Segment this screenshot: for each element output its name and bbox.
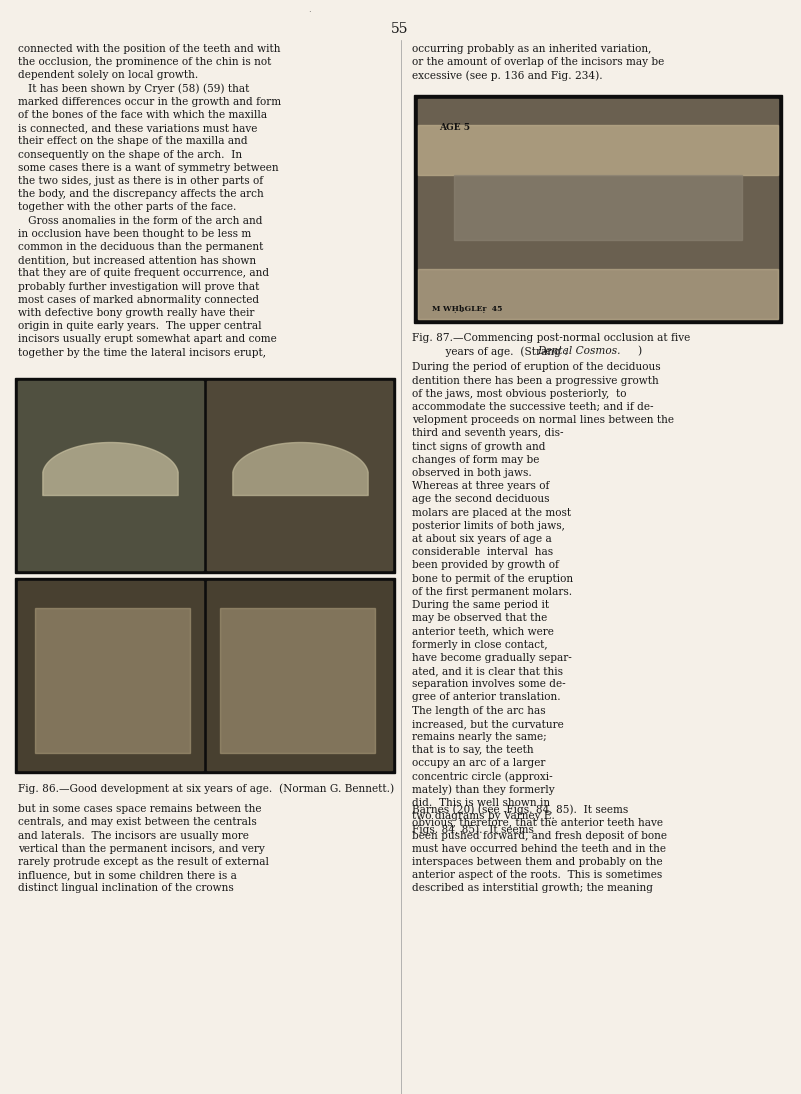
Bar [18, 581, 203, 770]
Text: the body, and the discrepancy affects the arch: the body, and the discrepancy affects th… [18, 189, 264, 199]
Text: Fig. 86.—Good development at six years of age.  (Norman G. Bennett.): Fig. 86.—Good development at six years o… [18, 783, 394, 793]
Text: tinct signs of growth and: tinct signs of growth and [412, 442, 545, 452]
Bar [414, 95, 782, 323]
Bar [418, 125, 778, 175]
Text: of the bones of the face with which the maxilla: of the bones of the face with which the … [18, 110, 267, 120]
Text: considerable  interval  has: considerable interval has [412, 547, 553, 557]
Text: ·: · [308, 8, 312, 16]
Text: mately) than they formerly: mately) than they formerly [412, 784, 554, 795]
Text: concentric circle (approxi-: concentric circle (approxi- [412, 771, 553, 782]
Text: influence, but in some children there is a: influence, but in some children there is… [18, 870, 237, 881]
Text: posterior limits of both jaws,: posterior limits of both jaws, [412, 521, 565, 531]
Text: the two sides, just as there is in other parts of: the two sides, just as there is in other… [18, 176, 263, 186]
Text: Barnes (20) (see  Figs. 84, 85).  It seems: Barnes (20) (see Figs. 84, 85). It seems [412, 804, 628, 815]
Text: probably further investigation will prove that: probably further investigation will prov… [18, 281, 260, 292]
Text: 55: 55 [391, 22, 409, 36]
Text: did.  This is well shown in: did. This is well shown in [412, 798, 550, 808]
Text: observed in both jaws.: observed in both jaws. [412, 468, 532, 478]
Text: of the jaws, most obvious posteriorly,  to: of the jaws, most obvious posteriorly, t… [412, 388, 626, 399]
Text: may be observed that the: may be observed that the [412, 614, 547, 624]
Text: separation involves some de-: separation involves some de- [412, 679, 566, 689]
Text: that they are of quite frequent occurrence, and: that they are of quite frequent occurren… [18, 268, 269, 278]
Text: have become gradually separ-: have become gradually separ- [412, 653, 572, 663]
Text: Fig. 87.—Commencing post-normal occlusion at five: Fig. 87.—Commencing post-normal occlusio… [412, 333, 690, 344]
Text: During the same period it: During the same period it [412, 600, 549, 610]
Text: marked differences occur in the growth and form: marked differences occur in the growth a… [18, 96, 281, 107]
Text: their effect on the shape of the maxilla and: their effect on the shape of the maxilla… [18, 137, 248, 147]
Text: excessive (see p. 136 and Fig. 234).: excessive (see p. 136 and Fig. 234). [412, 70, 602, 81]
Bar [207, 581, 392, 770]
Text: It has been shown by Cryer (58) (59) that: It has been shown by Cryer (58) (59) tha… [18, 83, 249, 94]
Bar [18, 381, 203, 570]
Text: together by the time the lateral incisors erupt,: together by the time the lateral incisor… [18, 348, 266, 358]
Text: obvious, therefore, that the anterior teeth have: obvious, therefore, that the anterior te… [412, 817, 663, 827]
Text: with defective bony growth really have their: with defective bony growth really have t… [18, 309, 255, 318]
Text: is connected, and these variations must have: is connected, and these variations must … [18, 124, 257, 133]
Text: occurring probably as an inherited variation,: occurring probably as an inherited varia… [412, 44, 651, 54]
Bar [35, 608, 190, 753]
Text: interspaces between them and probably on the: interspaces between them and probably on… [412, 857, 662, 868]
Text: of the first permanent molars.: of the first permanent molars. [412, 586, 572, 597]
Bar [418, 98, 778, 319]
Text: some cases there is a want of symmetry between: some cases there is a want of symmetry b… [18, 163, 279, 173]
Text: consequently on the shape of the arch.  In: consequently on the shape of the arch. I… [18, 150, 242, 160]
Text: described as interstitial growth; the meaning: described as interstitial growth; the me… [412, 883, 653, 894]
Text: The length of the arc has: The length of the arc has [412, 706, 545, 715]
Text: the occlusion, the prominence of the chin is not: the occlusion, the prominence of the chi… [18, 57, 272, 67]
Text: connected with the position of the teeth and with: connected with the position of the teeth… [18, 44, 280, 54]
Text: anterior teeth, which were: anterior teeth, which were [412, 627, 553, 637]
Text: vertical than the permanent incisors, and very: vertical than the permanent incisors, an… [18, 843, 265, 853]
Text: age the second deciduous: age the second deciduous [412, 494, 549, 504]
Text: most cases of marked abnormality connected: most cases of marked abnormality connect… [18, 294, 260, 305]
Text: been provided by growth of: been provided by growth of [412, 560, 559, 570]
Text: together with the other parts of the face.: together with the other parts of the fac… [18, 202, 236, 212]
Text: dentition, but increased attention has shown: dentition, but increased attention has s… [18, 255, 256, 265]
Text: dependent solely on local growth.: dependent solely on local growth. [18, 70, 199, 80]
Text: rarely protrude except as the result of external: rarely protrude except as the result of … [18, 857, 269, 868]
Text: Dental Cosmos.: Dental Cosmos. [537, 346, 621, 357]
Bar [15, 578, 395, 773]
Text: velopment proceeds on normal lines between the: velopment proceeds on normal lines betwe… [412, 416, 674, 426]
Text: increased, but the curvature: increased, but the curvature [412, 719, 564, 729]
Text: been pushed forward, and fresh deposit of bone: been pushed forward, and fresh deposit o… [412, 830, 667, 840]
Text: dentition there has been a progressive growth: dentition there has been a progressive g… [412, 375, 658, 385]
Text: AGE 5: AGE 5 [439, 123, 470, 132]
Text: two diagrams by Varney E.: two diagrams by Varney E. [412, 811, 555, 822]
Text: common in the deciduous than the permanent: common in the deciduous than the permane… [18, 242, 264, 252]
Text: bone to permit of the eruption: bone to permit of the eruption [412, 573, 574, 583]
Text: that is to say, the teeth: that is to say, the teeth [412, 745, 533, 755]
Text: ated, and it is clear that this: ated, and it is clear that this [412, 666, 563, 676]
Text: remains nearly the same;: remains nearly the same; [412, 732, 546, 742]
Text: Figs. 84, 85).  It seems: Figs. 84, 85). It seems [412, 825, 534, 835]
Text: must have occurred behind the teeth and in the: must have occurred behind the teeth and … [412, 843, 666, 853]
Bar [15, 379, 395, 573]
Text: at about six years of age a: at about six years of age a [412, 534, 552, 544]
Text: origin in quite early years.  The upper central: origin in quite early years. The upper c… [18, 322, 262, 331]
Bar [207, 381, 392, 570]
Text: ): ) [637, 346, 641, 357]
Text: accommodate the successive teeth; and if de-: accommodate the successive teeth; and if… [412, 401, 654, 412]
Text: and laterals.  The incisors are usually more: and laterals. The incisors are usually m… [18, 830, 249, 840]
Bar [454, 175, 742, 240]
Text: third and seventh years, dis-: third and seventh years, dis- [412, 429, 563, 439]
Text: occupy an arc of a larger: occupy an arc of a larger [412, 758, 545, 768]
Text: in occlusion have been thought to be less m: in occlusion have been thought to be les… [18, 229, 252, 238]
Bar [418, 269, 778, 319]
Text: M WḤẖGLEṛ  45: M WḤẖGLEṛ 45 [432, 305, 502, 313]
Text: formerly in close contact,: formerly in close contact, [412, 640, 548, 650]
Text: incisors usually erupt somewhat apart and come: incisors usually erupt somewhat apart an… [18, 335, 277, 345]
Text: During the period of eruption of the deciduous: During the period of eruption of the dec… [412, 362, 661, 372]
Bar [220, 608, 375, 753]
Text: molars are placed at the most: molars are placed at the most [412, 508, 571, 517]
Text: Whereas at three years of: Whereas at three years of [412, 481, 549, 491]
Text: anterior aspect of the roots.  This is sometimes: anterior aspect of the roots. This is so… [412, 870, 662, 881]
Text: but in some cases space remains between the: but in some cases space remains between … [18, 804, 261, 814]
Text: changes of form may be: changes of form may be [412, 455, 539, 465]
Text: centrals, and may exist between the centrals: centrals, and may exist between the cent… [18, 817, 257, 827]
Text: years of age.  (Strang :: years of age. (Strang : [432, 346, 571, 357]
Text: distinct lingual inclination of the crowns: distinct lingual inclination of the crow… [18, 883, 234, 894]
Text: Gross anomalies in the form of the arch and: Gross anomalies in the form of the arch … [18, 216, 263, 225]
Text: or the amount of overlap of the incisors may be: or the amount of overlap of the incisors… [412, 57, 664, 67]
Text: gree of anterior translation.: gree of anterior translation. [412, 693, 561, 702]
